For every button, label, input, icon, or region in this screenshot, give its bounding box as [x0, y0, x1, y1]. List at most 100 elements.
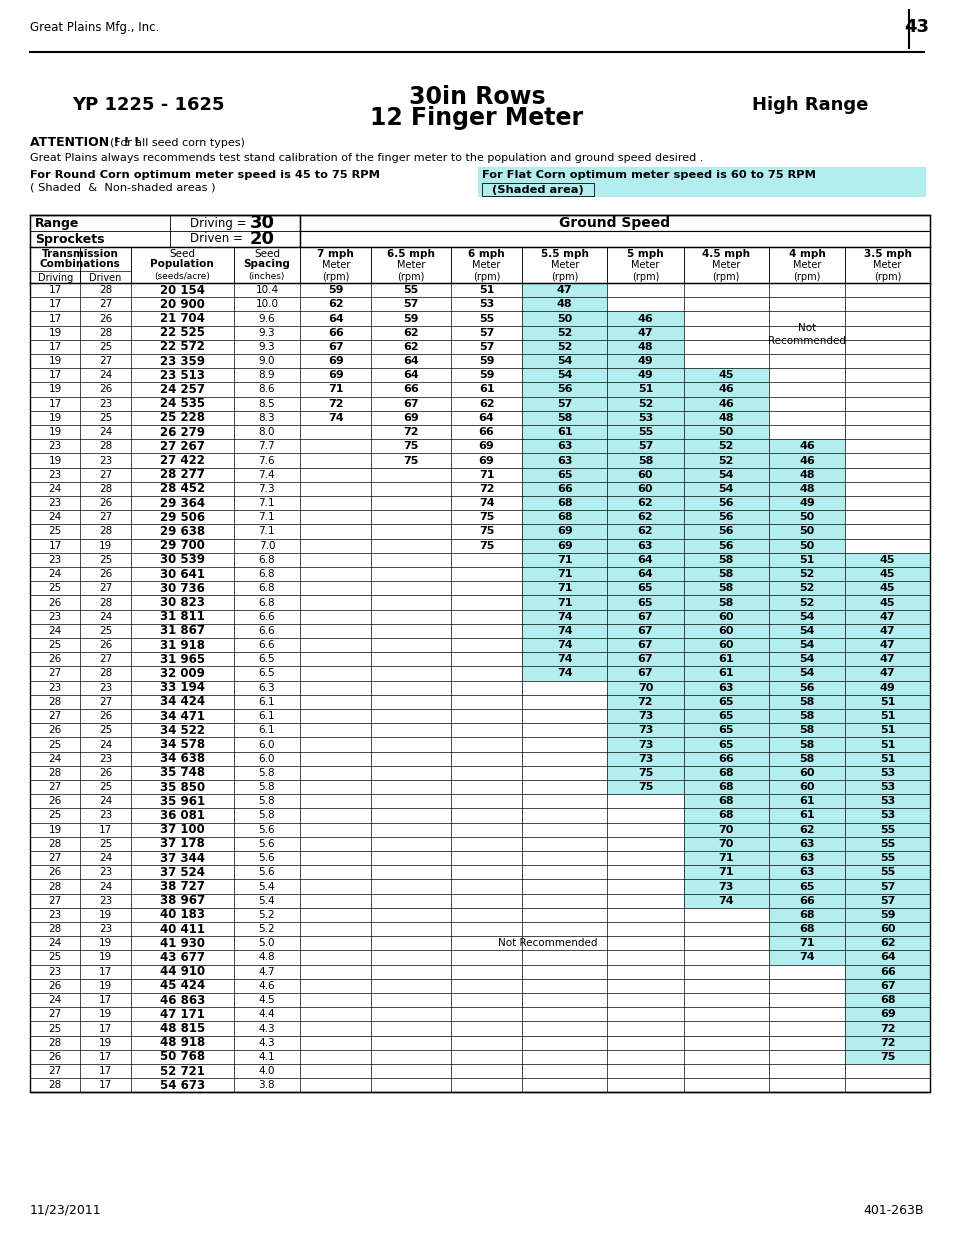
Text: 28 277: 28 277: [159, 468, 205, 482]
Text: 28: 28: [99, 327, 112, 337]
Text: Seed: Seed: [253, 249, 279, 259]
Text: 68: 68: [718, 768, 733, 778]
Text: 56: 56: [557, 384, 572, 394]
Text: 58: 58: [718, 583, 733, 593]
Text: 27: 27: [99, 583, 112, 593]
Text: 35 748: 35 748: [159, 767, 205, 779]
Text: 28: 28: [49, 839, 62, 848]
Text: 68: 68: [718, 797, 733, 806]
Bar: [606, 781, 683, 794]
Text: 23 513: 23 513: [159, 369, 205, 382]
Text: 55: 55: [403, 285, 418, 295]
Bar: [522, 525, 606, 538]
Bar: [768, 582, 844, 595]
Text: (rpm): (rpm): [473, 272, 499, 282]
Text: 28: 28: [99, 526, 112, 536]
Text: Great Plains always recommends test stand calibration of the finger meter to the: Great Plains always recommends test stan…: [30, 153, 702, 163]
Text: 34 424: 34 424: [159, 695, 205, 709]
Text: 67: 67: [879, 981, 895, 990]
Text: 73: 73: [638, 740, 653, 750]
Text: 6.8: 6.8: [258, 583, 274, 593]
Text: 19: 19: [99, 910, 112, 920]
Text: 27: 27: [99, 655, 112, 664]
Bar: [606, 766, 683, 781]
Text: 6.6: 6.6: [258, 611, 274, 621]
Bar: [768, 680, 844, 695]
Bar: [844, 823, 929, 837]
Text: 6.6: 6.6: [258, 640, 274, 650]
Bar: [522, 283, 606, 298]
Bar: [683, 724, 768, 737]
Text: 63: 63: [637, 541, 653, 551]
Text: For Round Corn optimum meter speed is 45 to 75 RPM: For Round Corn optimum meter speed is 45…: [30, 170, 379, 180]
Text: 26: 26: [99, 711, 112, 721]
Bar: [768, 837, 844, 851]
Text: 34 522: 34 522: [159, 724, 205, 737]
Bar: [768, 823, 844, 837]
Text: (rpm): (rpm): [397, 272, 424, 282]
Text: 25: 25: [49, 740, 62, 750]
Bar: [683, 667, 768, 680]
Text: 74: 74: [328, 412, 343, 422]
Bar: [606, 538, 683, 553]
Text: Meter: Meter: [711, 261, 740, 270]
Bar: [844, 553, 929, 567]
Bar: [768, 879, 844, 894]
Bar: [683, 823, 768, 837]
Text: 5.2: 5.2: [258, 910, 274, 920]
Text: 70: 70: [718, 839, 733, 848]
Text: 27: 27: [49, 668, 62, 678]
Bar: [606, 752, 683, 766]
Text: 71: 71: [557, 598, 572, 608]
Text: 9.0: 9.0: [258, 356, 274, 366]
Text: 24: 24: [99, 611, 112, 621]
Text: 30 736: 30 736: [159, 582, 205, 595]
Text: 4.7: 4.7: [258, 967, 274, 977]
Bar: [768, 908, 844, 923]
Text: 7.0: 7.0: [258, 541, 274, 551]
Text: 64: 64: [403, 370, 418, 380]
Text: 71: 71: [718, 867, 733, 877]
Text: 25: 25: [49, 640, 62, 650]
Text: 59: 59: [478, 370, 494, 380]
Text: 8.0: 8.0: [258, 427, 274, 437]
Text: 55: 55: [879, 839, 894, 848]
Text: 26: 26: [99, 640, 112, 650]
Text: Meter: Meter: [550, 261, 578, 270]
Text: 47: 47: [557, 285, 572, 295]
Text: Meter: Meter: [873, 261, 901, 270]
Bar: [606, 610, 683, 624]
Bar: [606, 440, 683, 453]
Text: 69: 69: [557, 541, 572, 551]
Text: 10.0: 10.0: [255, 299, 278, 309]
Text: Seed: Seed: [169, 249, 195, 259]
Bar: [683, 425, 768, 440]
Text: 70: 70: [638, 683, 653, 693]
Text: 37 524: 37 524: [159, 866, 205, 879]
Text: 54: 54: [799, 640, 814, 650]
Text: 25: 25: [49, 583, 62, 593]
Bar: [522, 510, 606, 525]
Text: 68: 68: [718, 782, 733, 792]
Text: 19: 19: [99, 1037, 112, 1047]
Text: Meter: Meter: [396, 261, 425, 270]
Bar: [683, 525, 768, 538]
Text: 50: 50: [799, 526, 814, 536]
Text: Meter: Meter: [792, 261, 821, 270]
Text: 53: 53: [879, 810, 894, 820]
Text: 73: 73: [718, 882, 733, 892]
Bar: [683, 766, 768, 781]
Text: 59: 59: [328, 285, 343, 295]
Text: 48 815: 48 815: [159, 1023, 205, 1035]
Text: 74: 74: [557, 668, 572, 678]
Bar: [683, 440, 768, 453]
Bar: [844, 851, 929, 866]
Text: 62: 62: [328, 299, 343, 309]
Text: 5.2: 5.2: [258, 924, 274, 934]
Text: 53: 53: [638, 412, 653, 422]
Text: 30in Rows: 30in Rows: [408, 85, 545, 109]
Bar: [606, 624, 683, 638]
Text: 68: 68: [799, 910, 814, 920]
Text: 48: 48: [557, 299, 572, 309]
Bar: [522, 326, 606, 340]
